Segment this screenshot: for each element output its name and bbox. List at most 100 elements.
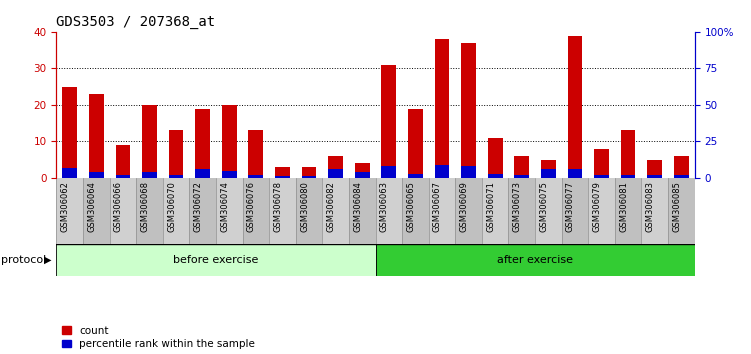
Bar [482, 178, 508, 244]
Bar [674, 156, 689, 178]
Text: GSM306070: GSM306070 [167, 181, 176, 232]
Bar [163, 178, 189, 244]
Bar [647, 175, 662, 178]
Bar [328, 169, 343, 178]
Bar [89, 94, 104, 178]
Bar [142, 105, 157, 178]
Bar [594, 175, 609, 178]
Text: GSM306079: GSM306079 [593, 181, 602, 232]
Bar [641, 178, 668, 244]
Bar [488, 173, 502, 178]
Text: GSM306068: GSM306068 [140, 181, 149, 232]
Bar [435, 165, 449, 178]
Bar [116, 145, 130, 178]
Bar [222, 105, 237, 178]
Bar [435, 39, 449, 178]
Text: after exercise: after exercise [497, 255, 573, 265]
Text: GSM306082: GSM306082 [327, 181, 336, 232]
Bar [110, 178, 136, 244]
Bar [408, 173, 423, 178]
Text: GSM306080: GSM306080 [300, 181, 309, 232]
Text: GSM306065: GSM306065 [406, 181, 415, 232]
Bar [62, 87, 77, 178]
Bar [376, 178, 402, 244]
Text: GSM306078: GSM306078 [273, 181, 282, 232]
Bar [249, 175, 263, 178]
Text: GSM306083: GSM306083 [646, 181, 655, 232]
Bar [668, 178, 695, 244]
Bar [429, 178, 455, 244]
Bar [488, 138, 502, 178]
Bar [562, 178, 588, 244]
Text: ▶: ▶ [44, 255, 51, 265]
Bar [508, 178, 535, 244]
Text: GDS3503 / 207368_at: GDS3503 / 207368_at [56, 16, 216, 29]
Text: GSM306085: GSM306085 [672, 181, 681, 232]
Bar [376, 244, 695, 276]
Bar [568, 35, 582, 178]
Bar [382, 65, 396, 178]
Text: GSM306081: GSM306081 [619, 181, 628, 232]
Text: GSM306073: GSM306073 [513, 181, 522, 232]
Bar [216, 178, 243, 244]
Text: GSM306071: GSM306071 [486, 181, 495, 232]
Text: protocol: protocol [1, 255, 46, 265]
Bar [621, 130, 635, 178]
Bar [382, 166, 396, 178]
Bar [296, 178, 322, 244]
Bar [615, 178, 641, 244]
Text: GSM306064: GSM306064 [87, 181, 96, 232]
Bar [83, 178, 110, 244]
Bar [275, 167, 290, 178]
Text: GSM306075: GSM306075 [539, 181, 548, 232]
Bar [674, 175, 689, 178]
Bar [243, 178, 269, 244]
Bar [621, 175, 635, 178]
Text: GSM306076: GSM306076 [247, 181, 256, 232]
Bar [568, 169, 582, 178]
Text: GSM306072: GSM306072 [194, 181, 203, 232]
Bar [541, 169, 556, 178]
Text: GSM306067: GSM306067 [433, 181, 442, 232]
Bar [116, 175, 130, 178]
Bar [249, 130, 263, 178]
Text: GSM306069: GSM306069 [460, 181, 469, 232]
Text: GSM306066: GSM306066 [114, 181, 123, 232]
Bar [514, 175, 529, 178]
Bar [355, 163, 369, 178]
Bar [455, 178, 482, 244]
Bar [541, 160, 556, 178]
Bar [62, 168, 77, 178]
Bar [328, 156, 343, 178]
Bar [588, 178, 615, 244]
Bar [275, 176, 290, 178]
Bar [56, 178, 83, 244]
Text: GSM306063: GSM306063 [380, 181, 389, 232]
Bar [349, 178, 376, 244]
Bar [89, 172, 104, 178]
Bar [355, 172, 369, 178]
Bar [189, 178, 216, 244]
Text: GSM306084: GSM306084 [353, 181, 362, 232]
Text: before exercise: before exercise [173, 255, 258, 265]
Bar [302, 176, 316, 178]
Bar [402, 178, 429, 244]
Text: GSM306062: GSM306062 [61, 181, 70, 232]
Bar [302, 167, 316, 178]
Bar [169, 130, 183, 178]
Bar [461, 43, 476, 178]
Bar [169, 175, 183, 178]
Bar [408, 109, 423, 178]
Bar [594, 149, 609, 178]
Bar [195, 109, 210, 178]
Bar [142, 172, 157, 178]
Bar [514, 156, 529, 178]
Bar [222, 171, 237, 178]
Bar [322, 178, 349, 244]
Bar [269, 178, 296, 244]
Bar [136, 178, 163, 244]
Bar [195, 169, 210, 178]
Bar [535, 178, 562, 244]
Text: GSM306074: GSM306074 [220, 181, 229, 232]
Bar [461, 166, 476, 178]
